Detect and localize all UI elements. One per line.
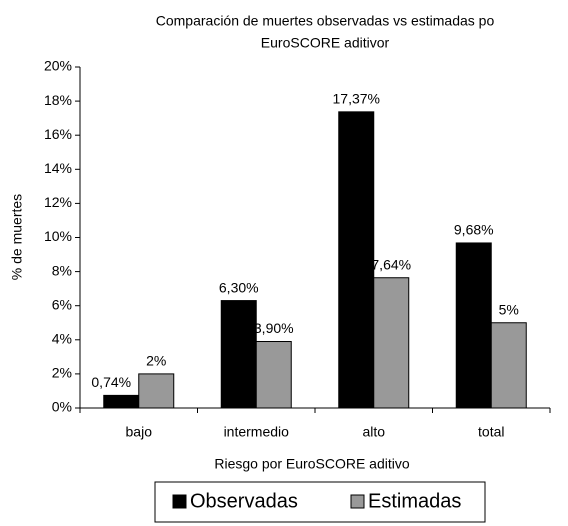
y-tick-label: 4% — [52, 331, 72, 347]
bar — [455, 242, 492, 409]
legend-box — [154, 481, 486, 523]
bar — [138, 373, 175, 409]
x-tick-label: intermedio — [224, 424, 290, 440]
y-tick-label: 18% — [44, 92, 72, 108]
bar — [338, 111, 375, 409]
bar — [220, 300, 257, 409]
value-label: 0,74% — [91, 374, 131, 390]
legend-label: Observadas — [190, 490, 298, 512]
value-label: 17,37% — [333, 91, 380, 107]
value-label: 3,90% — [254, 320, 294, 336]
y-axis-label: % de muertes — [9, 194, 25, 280]
legend-swatch — [172, 494, 187, 509]
value-label: 5% — [499, 301, 519, 317]
value-label: 6,30% — [219, 279, 259, 295]
y-tick-label: 8% — [52, 262, 72, 278]
chart-title: EuroSCORE aditivor — [261, 35, 390, 51]
y-tick-label: 0% — [52, 399, 72, 415]
chart-title: Comparación de muertes observadas vs est… — [156, 13, 495, 29]
bar — [373, 277, 410, 409]
x-axis-label: Riesgo por EuroSCORE aditivo — [214, 456, 410, 472]
y-tick-label: 14% — [44, 160, 72, 176]
legend-label: Estimadas — [368, 490, 461, 512]
value-label: 2% — [146, 353, 166, 369]
bar — [490, 322, 527, 409]
value-label: 9,68% — [454, 222, 494, 238]
y-tick-label: 16% — [44, 126, 72, 142]
y-tick-label: 6% — [52, 296, 72, 312]
y-tick-label: 20% — [44, 58, 72, 74]
y-tick-label: 2% — [52, 365, 72, 381]
x-tick-label: bajo — [126, 424, 153, 440]
y-tick-label: 12% — [44, 194, 72, 210]
bar — [103, 394, 140, 409]
legend-swatch — [350, 494, 365, 509]
y-tick-label: 10% — [44, 228, 72, 244]
value-label: 7,64% — [371, 256, 411, 272]
x-tick-label: total — [478, 424, 504, 440]
bar — [255, 341, 292, 409]
x-tick-label: alto — [362, 424, 385, 440]
